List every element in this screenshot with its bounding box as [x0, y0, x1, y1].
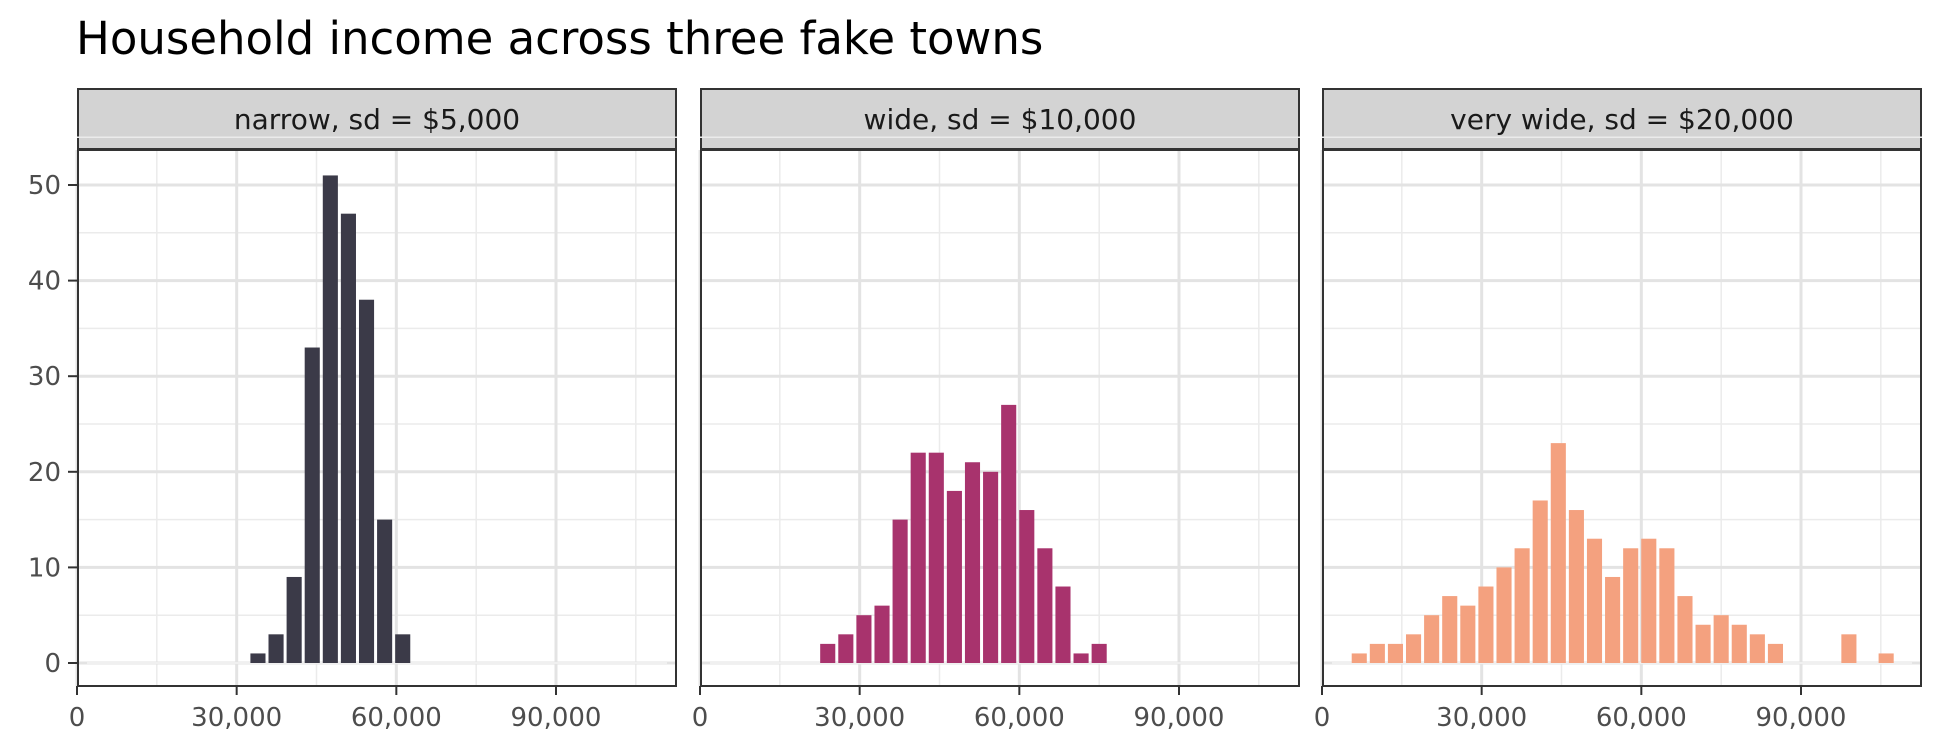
x-tick-label: 90,000: [1756, 703, 1847, 733]
y-tick-label: 10: [28, 553, 61, 583]
facet-strip-wide: wide, sd = $10,000: [700, 88, 1300, 150]
histogram-bar: [1878, 653, 1894, 663]
histogram-bar: [322, 175, 338, 663]
panel-border: [700, 149, 1300, 687]
histogram-bar: [1841, 634, 1857, 663]
y-tick-label: 50: [28, 171, 61, 201]
histogram-bar: [1405, 634, 1422, 663]
histogram-bar: [1055, 586, 1071, 663]
histogram-bar: [1677, 596, 1693, 663]
histogram-bar: [286, 576, 302, 663]
histogram-bar: [1514, 548, 1530, 663]
histogram-bar: [1369, 643, 1385, 663]
histogram-bar: [395, 634, 411, 663]
histogram-bar: [340, 213, 356, 663]
histogram-bar: [1442, 596, 1458, 663]
x-tick-label: 90,000: [1134, 703, 1225, 733]
histogram-bar: [964, 462, 981, 663]
histogram-bar: [1623, 548, 1639, 663]
histogram-bar: [1019, 510, 1035, 663]
histogram-bar: [856, 615, 872, 663]
x-tick-label: 90,000: [511, 703, 602, 733]
histogram-bar: [1532, 500, 1548, 663]
histogram-bar: [1073, 653, 1089, 663]
histogram-bar: [1351, 653, 1367, 663]
x-tick-label: 60,000: [974, 703, 1065, 733]
histogram-bar: [1496, 567, 1512, 663]
histogram-bar: [377, 519, 393, 663]
histogram-bar: [928, 452, 944, 663]
y-tick-label: 30: [28, 362, 61, 392]
histogram-bar: [1586, 538, 1603, 663]
histogram-bar: [304, 347, 320, 663]
panel-background: [1322, 150, 1922, 686]
histogram-bar: [1478, 586, 1494, 663]
histogram-bar: [1037, 548, 1053, 663]
y-tick-label: 0: [44, 649, 61, 679]
histogram-bar: [820, 643, 836, 663]
x-tick-label: 60,000: [1596, 703, 1687, 733]
x-tick-label: 0: [69, 703, 86, 733]
histogram-bar: [1641, 538, 1657, 663]
histogram-bar: [1767, 643, 1784, 663]
histogram-bar: [268, 634, 284, 663]
histogram-bar: [1424, 615, 1440, 663]
x-tick-label: 30,000: [814, 703, 905, 733]
histogram-bar: [910, 452, 926, 663]
panel-background: [77, 150, 677, 686]
histogram-bar: [946, 490, 962, 663]
histogram-bar: [358, 299, 375, 663]
x-tick-label: 0: [692, 703, 709, 733]
panel-background: [700, 150, 1300, 686]
histogram-bar: [1091, 643, 1107, 663]
histogram-bar: [250, 653, 266, 663]
x-tick-label: 30,000: [1436, 703, 1527, 733]
x-tick-label: 0: [1314, 703, 1331, 733]
histogram-bar: [892, 519, 908, 663]
histogram-bar: [1001, 404, 1017, 663]
x-tick-label: 30,000: [191, 703, 282, 733]
panel-border: [77, 149, 677, 687]
y-tick-label: 20: [28, 458, 61, 488]
histogram-bar: [1695, 624, 1711, 663]
histogram-bar: [838, 634, 854, 663]
histogram-bar: [1731, 624, 1747, 663]
histogram-bar: [1749, 634, 1765, 663]
y-tick-label: 40: [28, 267, 61, 297]
histogram-bar: [1550, 443, 1566, 663]
histogram-bar: [1460, 605, 1476, 663]
histogram-bar: [874, 605, 890, 663]
histogram-bar: [1387, 643, 1403, 663]
histogram-bar: [1659, 548, 1675, 663]
histogram-bar: [1713, 615, 1729, 663]
histogram-bar: [1568, 510, 1584, 663]
histogram-bar: [1605, 576, 1621, 663]
chart-title: Household income across three fake towns: [76, 12, 1044, 65]
x-tick-label: 60,000: [351, 703, 442, 733]
histogram-bar: [983, 471, 999, 663]
panel-border: [1322, 149, 1922, 687]
facet-strip-narrow: narrow, sd = $5,000: [77, 88, 677, 150]
